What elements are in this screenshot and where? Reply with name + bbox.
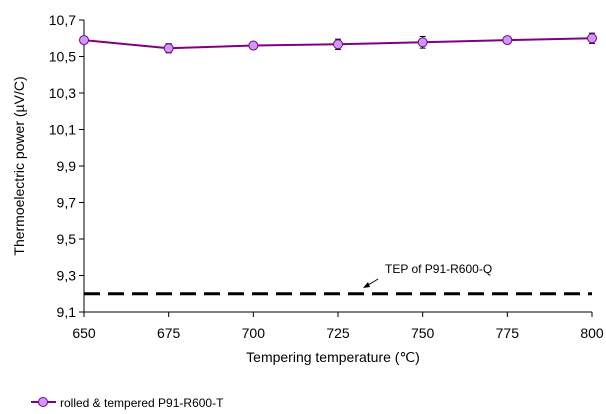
- y-tick-label: 10,1: [49, 122, 76, 138]
- x-tick-label: 725: [326, 325, 350, 341]
- x-tick-label: 650: [72, 325, 96, 341]
- x-tick-label: 700: [242, 325, 266, 341]
- legend: rolled & tempered P91-R600-T: [31, 396, 224, 410]
- axes: [79, 19, 593, 317]
- legend-marker: [38, 397, 48, 407]
- y-axis-label: Thermoelectric power (µV/C): [11, 76, 27, 255]
- reference-line-group: TEP of P91-R600-Q: [84, 262, 592, 296]
- data-point: [333, 39, 343, 50]
- data-point: [417, 37, 428, 48]
- x-tick-label: 775: [496, 325, 520, 341]
- data-point: [79, 35, 89, 46]
- y-tick-label: 9,7: [57, 195, 77, 211]
- data-point: [163, 43, 174, 54]
- y-tick-labels: 9,1 9,3 9,5 9,7 9,9 10,1 10,3 10,5 10,7: [49, 12, 76, 320]
- data-point: [502, 35, 513, 46]
- legend-label: rolled & tempered P91-R600-T: [60, 396, 224, 410]
- x-axis-label: Tempering temperature (℃): [246, 349, 420, 365]
- annotation-arrow-head: [363, 282, 370, 288]
- y-tick-label: 10,3: [49, 85, 76, 101]
- reference-line-label: TEP of P91-R600-Q: [385, 262, 492, 276]
- y-tick-label: 10,5: [49, 49, 76, 65]
- x-tick-label: 750: [411, 325, 435, 341]
- x-tick-label: 800: [580, 325, 604, 341]
- y-tick-label: 10,7: [49, 12, 76, 28]
- x-tick-labels: 650 675 700 725 750 775 800: [72, 325, 604, 341]
- x-tick-label: 675: [157, 325, 181, 341]
- data-point: [587, 33, 597, 44]
- y-tick-label: 9,9: [57, 158, 77, 174]
- series-group: [79, 32, 597, 54]
- y-tick-label: 9,3: [57, 268, 77, 284]
- data-point: [248, 40, 259, 51]
- y-tick-label: 9,1: [57, 304, 77, 320]
- y-tick-label: 9,5: [57, 231, 77, 247]
